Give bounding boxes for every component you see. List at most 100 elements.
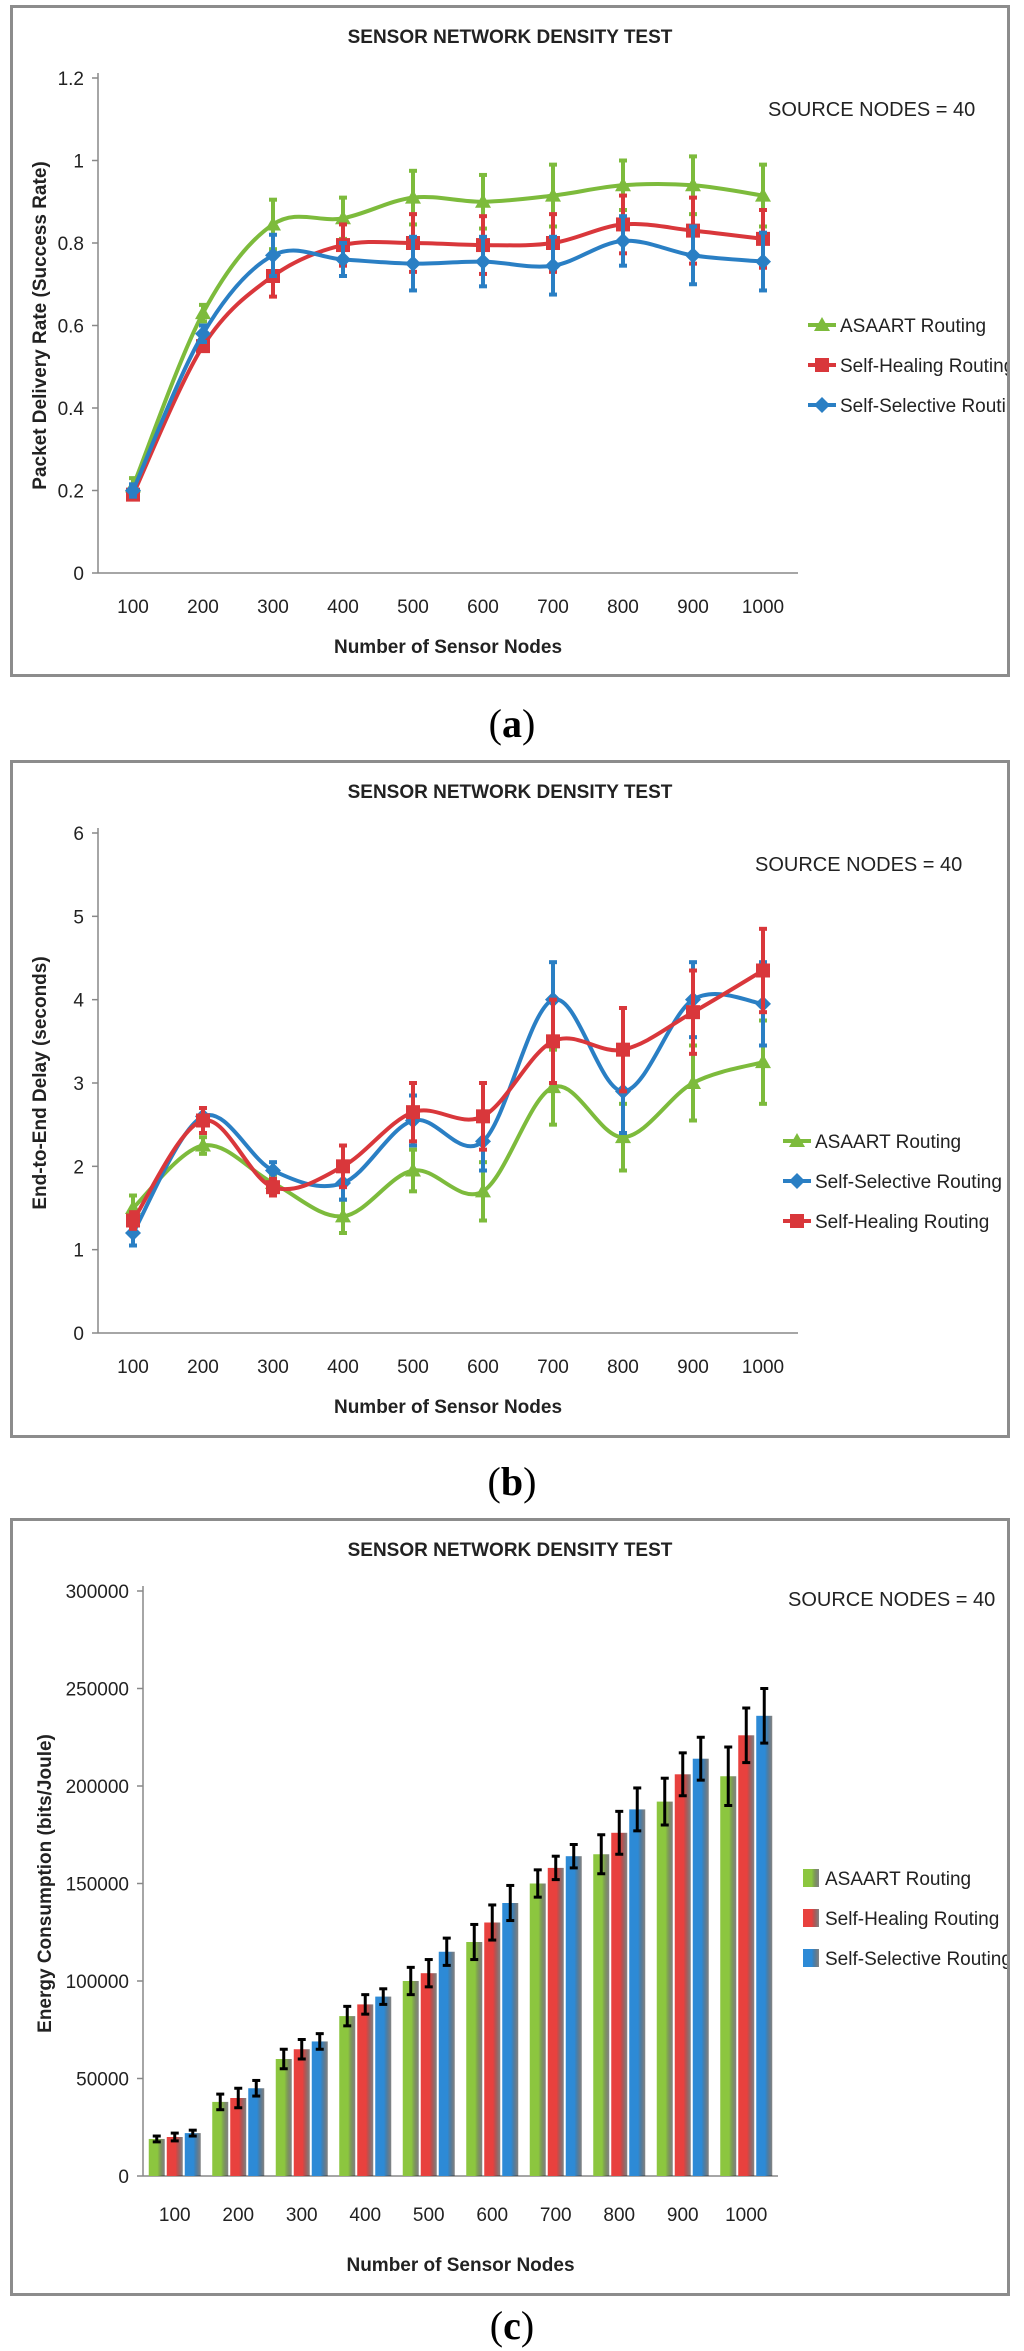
x-tick-label: 300 — [257, 1357, 289, 1378]
legend-item: Self-Selective Routing — [808, 396, 1007, 417]
bar — [375, 1996, 392, 2176]
bar — [248, 2088, 265, 2176]
legend-label: ASAART Routing — [815, 1132, 961, 1153]
data-point — [545, 1079, 561, 1094]
data-point — [616, 1042, 630, 1057]
series-line — [131, 1060, 764, 1219]
x-axis-label: Number of Sensor Nodes — [334, 637, 562, 658]
x-axis-label: Number of Sensor Nodes — [334, 1397, 562, 1418]
chart-panel-b: SENSOR NETWORK DENSITY TEST SOURCE NODES … — [10, 760, 1010, 1438]
bar — [738, 1735, 755, 2176]
data-point — [475, 1183, 491, 1198]
y-tick-label: 100000 — [66, 1972, 129, 1993]
source-nodes-note: SOURCE NODES = 40 — [755, 854, 962, 876]
bar — [484, 1922, 501, 2176]
x-tick-label: 500 — [397, 597, 429, 618]
chart-title: SENSOR NETWORK DENSITY TEST — [348, 27, 673, 48]
data-point — [126, 1213, 140, 1228]
caption-a: (a) — [488, 701, 536, 746]
caption-b: (b) — [487, 1459, 537, 1504]
y-tick-label: 4 — [73, 991, 84, 1012]
data-point — [475, 193, 491, 208]
bar — [148, 2138, 165, 2176]
y-axis-label: Packet Delivery Rate (Success Rate) — [30, 161, 51, 489]
y-tick-label: 3 — [73, 1074, 84, 1095]
data-point — [265, 216, 281, 231]
y-axis-label: End-to-End Delay (seconds) — [30, 956, 51, 1209]
legend-item: Self-Selective Routing — [803, 1949, 1007, 1970]
legend-marker — [814, 397, 830, 413]
bar — [674, 1774, 691, 2176]
data-point — [336, 1159, 350, 1174]
series-line — [131, 222, 764, 496]
data-point — [335, 1208, 351, 1223]
bar — [166, 2137, 183, 2176]
y-tick-label: 0.8 — [58, 234, 84, 255]
y-tick-label: 0.6 — [58, 317, 84, 338]
chart-svg-c: SENSOR NETWORK DENSITY TEST SOURCE NODES … — [35, 1540, 1007, 2276]
legend-item: ASAART Routing — [803, 1869, 971, 1890]
legend-label: Self-Selective Routing — [840, 396, 1007, 417]
x-tick-label: 200 — [187, 597, 219, 618]
x-tick-label: 100 — [159, 2205, 191, 2226]
x-tick-label: 900 — [677, 1357, 709, 1378]
x-tick-label: 700 — [537, 597, 569, 618]
series-line — [131, 238, 764, 492]
legend-label: Self-Selective Routing — [815, 1172, 1002, 1193]
y-tick-label: 1 — [73, 1241, 84, 1262]
data-point — [755, 253, 771, 270]
data-point — [406, 1105, 420, 1120]
data-point — [475, 253, 491, 270]
y-tick-label: 5 — [73, 907, 84, 928]
x-tick-label: 600 — [476, 2205, 508, 2226]
chart-panel-c: SENSOR NETWORK DENSITY TEST SOURCE NODES … — [10, 1518, 1010, 2296]
data-point — [685, 1075, 701, 1089]
bar — [466, 1942, 483, 2176]
series-asaart-routing — [148, 1745, 737, 2176]
bar — [629, 1809, 646, 2176]
x-tick-label: 1000 — [725, 2205, 767, 2226]
legend-item: Self-Healing Routing — [783, 1212, 989, 1233]
y-tick-label: 6 — [73, 824, 84, 845]
x-tick-label: 400 — [327, 1357, 359, 1378]
data-point — [335, 251, 351, 268]
bar — [184, 2133, 201, 2176]
data-point — [685, 247, 701, 264]
bar — [420, 1973, 437, 2176]
data-point — [266, 1180, 280, 1195]
legend-label: ASAART Routing — [825, 1869, 971, 1890]
data-point — [756, 963, 770, 978]
legend-marker — [789, 1173, 805, 1189]
data-point — [405, 255, 421, 272]
y-tick-label: 0.2 — [58, 482, 84, 503]
data-point — [545, 257, 561, 274]
data-point — [125, 482, 141, 499]
x-tick-label: 1000 — [742, 597, 784, 618]
x-tick-label: 800 — [607, 1357, 639, 1378]
chart-title: SENSOR NETWORK DENSITY TEST — [348, 782, 673, 803]
bar — [593, 1854, 610, 2176]
bar — [293, 2049, 310, 2176]
series-self-healing-routing — [126, 193, 770, 502]
series-self-healing-routing — [126, 926, 770, 1231]
legend-label: ASAART Routing — [840, 316, 986, 337]
data-point — [335, 210, 351, 225]
x-tick-label: 700 — [540, 2205, 572, 2226]
caption-c: (c) — [489, 2303, 535, 2348]
x-tick-label: 800 — [603, 2205, 635, 2226]
data-point — [265, 247, 281, 264]
data-point — [546, 1034, 560, 1049]
bar — [230, 2098, 247, 2176]
series-self-selective-routing — [125, 214, 771, 499]
legend-marker — [789, 1133, 805, 1147]
bar — [311, 2041, 328, 2176]
x-tick-label: 600 — [467, 1357, 499, 1378]
x-tick-label: 900 — [667, 2205, 699, 2226]
y-tick-label: 50000 — [76, 2070, 129, 2091]
legend-swatch — [803, 1949, 819, 1967]
chart-title: SENSOR NETWORK DENSITY TEST — [348, 1540, 673, 1561]
series-self-healing-routing — [166, 1706, 755, 2176]
chart-svg-b: SENSOR NETWORK DENSITY TEST SOURCE NODES … — [30, 782, 1002, 1418]
series-asaart-routing — [125, 154, 771, 497]
y-tick-label: 2 — [73, 1157, 84, 1178]
